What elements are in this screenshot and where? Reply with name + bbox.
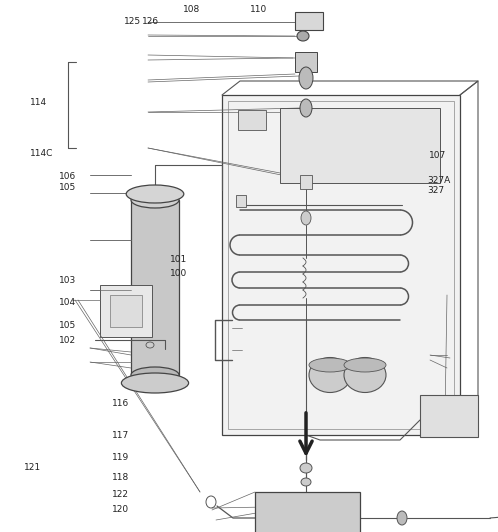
Bar — [222, 95, 460, 435]
Bar — [295, 52, 317, 72]
Text: 327: 327 — [427, 186, 444, 195]
Text: 106: 106 — [59, 172, 76, 181]
Bar — [255, 492, 360, 532]
Text: 105: 105 — [59, 321, 76, 330]
Bar — [300, 175, 312, 189]
Text: 110: 110 — [250, 5, 267, 14]
Text: 114C: 114C — [30, 149, 53, 157]
Bar — [280, 108, 440, 183]
Text: 126: 126 — [142, 17, 159, 26]
Bar — [238, 110, 266, 130]
Bar — [100, 285, 152, 337]
Ellipse shape — [122, 373, 189, 393]
Ellipse shape — [301, 211, 311, 225]
Bar — [110, 295, 142, 327]
Ellipse shape — [297, 31, 309, 41]
Ellipse shape — [126, 185, 184, 203]
Text: 117: 117 — [112, 431, 129, 439]
Ellipse shape — [397, 511, 407, 525]
Text: 120: 120 — [112, 505, 129, 514]
Ellipse shape — [300, 463, 312, 473]
Ellipse shape — [301, 478, 311, 486]
Ellipse shape — [299, 67, 313, 89]
Text: 101: 101 — [170, 255, 188, 264]
Text: 104: 104 — [59, 298, 76, 306]
Ellipse shape — [344, 358, 386, 393]
Ellipse shape — [131, 192, 179, 208]
Text: 122: 122 — [112, 491, 129, 499]
Bar — [228, 101, 454, 429]
Text: 125: 125 — [124, 17, 140, 26]
Text: 100: 100 — [170, 269, 188, 278]
Bar — [236, 195, 246, 207]
Bar — [131, 200, 179, 375]
Ellipse shape — [131, 367, 179, 383]
Text: 121: 121 — [24, 463, 41, 471]
Ellipse shape — [344, 358, 386, 372]
Text: 105: 105 — [59, 183, 76, 192]
Text: 108: 108 — [183, 5, 201, 14]
Bar — [295, 12, 323, 30]
Text: 103: 103 — [59, 277, 76, 285]
Text: 327A: 327A — [427, 177, 451, 185]
Ellipse shape — [146, 342, 154, 348]
Text: 107: 107 — [429, 152, 447, 160]
Ellipse shape — [309, 358, 351, 372]
Text: 114: 114 — [30, 98, 47, 106]
Text: 116: 116 — [112, 399, 129, 408]
Text: 118: 118 — [112, 473, 129, 481]
Bar — [420, 395, 478, 437]
Text: 119: 119 — [112, 453, 129, 462]
Ellipse shape — [309, 358, 351, 393]
Ellipse shape — [300, 99, 312, 117]
Text: 102: 102 — [59, 336, 76, 345]
